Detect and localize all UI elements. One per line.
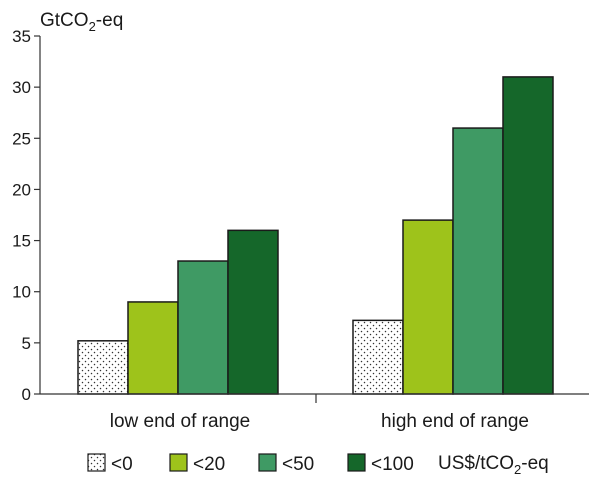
bar-3-high [452,127,504,395]
bars-group [77,76,554,395]
legend-label: <50 [282,454,314,475]
y-tick-label: 30 [12,78,31,97]
bar-3-low [177,260,229,395]
bar-1-low [77,340,129,395]
legend-unit-base: US$/tCO [438,453,514,474]
bar-1-high [352,319,404,395]
legend-label: <20 [193,454,225,475]
legend-swatch [169,453,188,472]
y-axis-unit-base: GtCO [40,10,89,31]
legend-unit-subscript: 2 [514,462,521,477]
x-category-label: high end of range [381,411,529,432]
y-axis-unit-subscript: 2 [89,19,96,34]
legend-swatch [258,453,277,472]
legend-unit-label: US$/tCO2-eq [438,453,549,477]
legend: <0 <20 <50 <100 [87,453,414,475]
y-tick-label: 5 [22,334,31,353]
x-category-label: low end of range [110,411,251,432]
y-axis-ticks: 0 5 10 15 20 25 30 35 [12,27,40,404]
legend-label: <100 [371,454,414,475]
y-tick-label: 35 [12,27,31,46]
y-axis-unit-suffix: -eq [96,10,123,31]
y-tick-label: 25 [12,129,31,148]
bar-4-high [502,76,554,395]
legend-swatch [347,453,366,472]
y-axis-unit-label: GtCO2-eq [40,10,123,34]
y-tick-label: 15 [12,232,31,251]
legend-swatch [87,453,106,472]
legend-unit-suffix: -eq [521,453,548,474]
y-tick-label: 10 [12,283,31,302]
legend-label: <0 [111,454,133,475]
x-axis-category-labels: low end of range high end of range [110,411,529,432]
y-tick-label: 0 [22,385,31,404]
bar-2-low [127,301,179,395]
bar-2-high [402,219,454,395]
y-tick-label: 20 [12,180,31,199]
bar-4-low [227,229,279,395]
